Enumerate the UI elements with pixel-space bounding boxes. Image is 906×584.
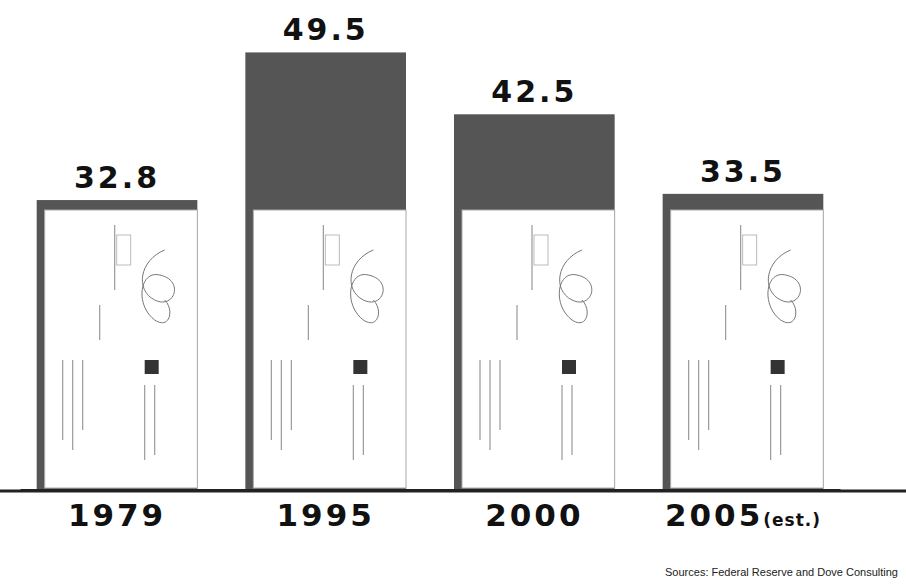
x-tick-label: 2000: [485, 497, 583, 533]
data-label: 32.8: [74, 160, 160, 195]
data-label: 42.5: [491, 74, 577, 109]
check-line: [82, 360, 83, 430]
bar: [454, 114, 615, 490]
check-amount-box: [743, 235, 757, 265]
check-line: [99, 305, 100, 340]
check-illustration: [253, 210, 406, 488]
check-signature: [559, 250, 592, 323]
check-logo: [562, 360, 576, 374]
check-line: [271, 360, 272, 440]
chart: 32.8 49.5 42.5 33.5 1979 1995 2000 2005(est.) So…: [0, 0, 906, 584]
check-line: [725, 305, 726, 340]
check-line: [291, 360, 292, 430]
check-line: [479, 360, 480, 440]
x-tick-label: 2005(est.): [665, 497, 821, 533]
check-line: [499, 360, 500, 430]
check: [462, 210, 615, 488]
check-logo: [353, 360, 367, 374]
check-line: [770, 385, 771, 460]
check-signature: [768, 250, 801, 323]
baseline: [0, 490, 906, 493]
x-axis: 1979 1995 2000 2005(est.): [21, 490, 841, 533]
check-signature: [142, 250, 175, 323]
check-line: [698, 360, 699, 450]
data-labels: 32.8 49.5 42.5 33.5: [74, 12, 786, 195]
check-line: [353, 385, 354, 460]
bar: [663, 194, 824, 490]
check-line: [688, 360, 689, 440]
check: [671, 210, 824, 488]
check-line: [144, 385, 145, 460]
source-note: Sources: Federal Reserve and Dove Consul…: [665, 566, 898, 578]
check-line: [363, 385, 364, 455]
x-tick: 2005(est.): [665, 490, 821, 533]
check-line: [571, 385, 572, 455]
check-line: [114, 225, 115, 290]
check: [253, 210, 406, 488]
bar: [245, 52, 406, 490]
check-line: [72, 360, 73, 450]
check-amount-box: [534, 235, 548, 265]
check-logo: [145, 360, 159, 374]
check-line: [780, 385, 781, 455]
check-illustration: [671, 210, 824, 488]
check-line: [154, 385, 155, 455]
check-line: [323, 225, 324, 290]
check-line: [516, 305, 517, 340]
x-tick-label: 1995: [277, 497, 375, 533]
check-line: [531, 225, 532, 290]
bar: [37, 200, 198, 490]
x-tick-label: 1979: [68, 497, 166, 533]
check-illustration: [45, 210, 198, 488]
check-amount-box: [325, 235, 339, 265]
check-amount-box: [117, 235, 131, 265]
check-line: [708, 360, 709, 430]
check-logo: [771, 360, 785, 374]
check-line: [308, 305, 309, 340]
check-illustration: [462, 210, 615, 488]
check-line: [62, 360, 63, 440]
check-signature: [351, 250, 384, 323]
check-line: [489, 360, 490, 450]
x-tick: 1995: [277, 490, 375, 533]
x-tick: 1979: [68, 490, 166, 533]
x-axis-line: [21, 489, 841, 492]
data-label: 33.5: [700, 154, 786, 189]
bars: [37, 52, 824, 490]
check-line: [740, 225, 741, 290]
x-tick: 2000: [485, 490, 583, 533]
check: [45, 210, 198, 488]
check-line: [281, 360, 282, 450]
data-label: 49.5: [283, 12, 369, 47]
check-line: [561, 385, 562, 460]
